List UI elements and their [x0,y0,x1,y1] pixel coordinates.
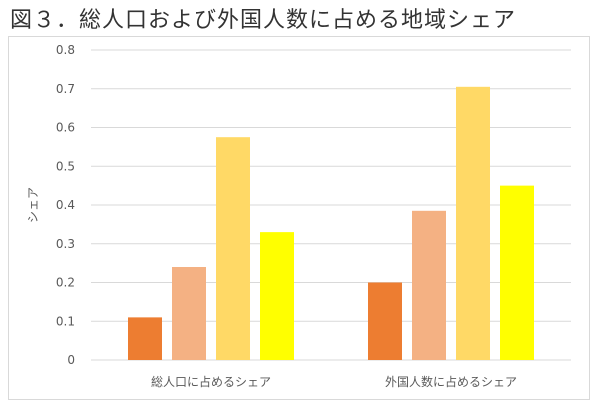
y-tick-label: 0 [67,353,75,367]
gridlines [91,49,571,361]
bar-series1-cat2 [368,282,402,360]
bar-series2-cat2 [412,210,446,360]
y-tick-label: 0.1 [56,314,75,328]
bar-series1-cat1 [128,317,162,360]
y-tick-label: 0.7 [56,82,75,96]
chart-area: 0 0.1 0.2 0.3 0.4 0.5 0.6 0.7 0.8 総人口に占めるシェア 外国人数… [8,36,590,400]
x-category-label: 総人口に占めるシェア [151,374,271,389]
y-tick-label: 0.4 [56,198,75,212]
y-axis-title: シェア [26,187,40,223]
bar-series3-cat1 [216,137,250,360]
bars [128,86,534,360]
figure-title: 図３．総人口および外国人数に占める地域シェア [10,8,517,33]
y-tick-label: 0.8 [56,43,75,57]
bar-series2-cat1 [172,267,206,360]
x-category-label: 外国人数に占めるシェア [385,374,517,389]
bar-chart: 0 0.1 0.2 0.3 0.4 0.5 0.6 0.7 0.8 総人口に占めるシェア 外国人数… [26,43,571,389]
y-tick-label: 0.5 [56,159,75,173]
bar-series4-cat2 [500,185,534,360]
bar-series3-cat2 [456,86,490,360]
y-axis: 0 0.1 0.2 0.3 0.4 0.5 0.6 0.7 0.8 [56,43,75,367]
y-tick-label: 0.2 [56,276,75,290]
x-axis: 総人口に占めるシェア 外国人数に占めるシェア [151,374,517,389]
bar-series4-cat1 [260,232,294,360]
y-tick-label: 0.6 [56,121,75,135]
y-tick-label: 0.3 [56,237,75,251]
